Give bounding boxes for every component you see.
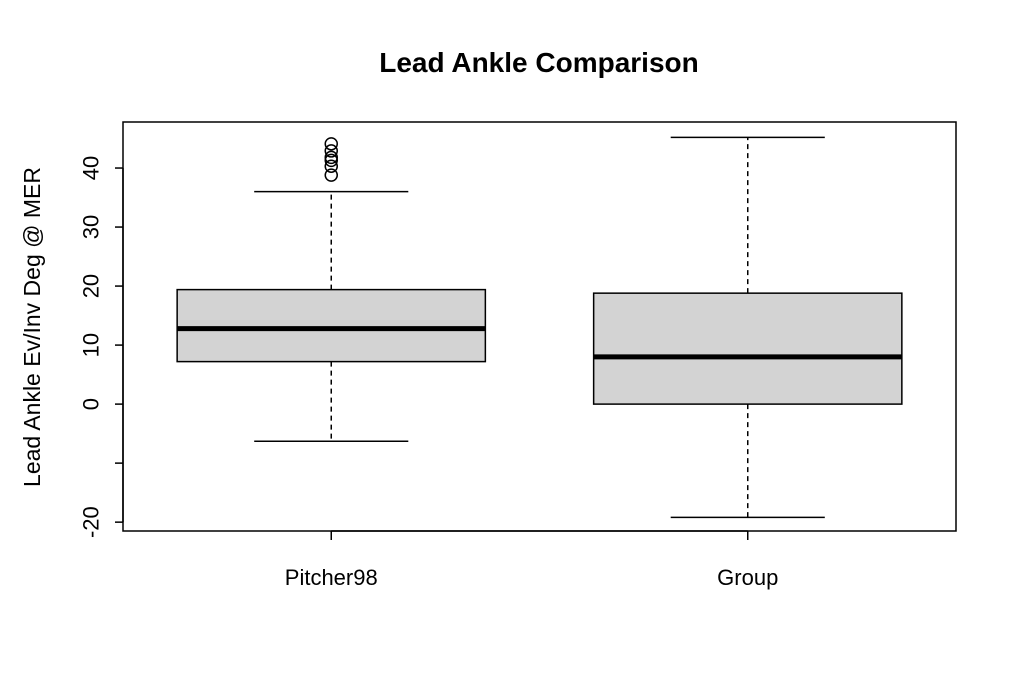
outlier-point [324, 144, 338, 158]
x-tick-label: Group [717, 565, 778, 590]
outlier-point [324, 137, 338, 151]
outlier-point [324, 150, 338, 165]
box-pitcher98 [176, 137, 487, 443]
x-axis: Pitcher98 Group [285, 530, 778, 590]
y-tick-label: 40 [79, 156, 104, 180]
y-tick-label: 0 [79, 398, 104, 410]
outlier-point [324, 159, 338, 174]
y-tick-label: -20 [79, 506, 104, 538]
box-group [592, 136, 903, 519]
iqr-box [176, 288, 487, 363]
y-tick-label: 10 [79, 333, 104, 357]
y-tick-label: 30 [79, 215, 104, 239]
outlier-point [324, 168, 338, 182]
x-tick-label: Pitcher98 [285, 565, 378, 590]
y-axis-label: Lead Ankle Ev/Inv Deg @ MER [19, 167, 45, 487]
y-axis: -20 0 10 20 30 40 [79, 156, 124, 538]
boxes-group [176, 136, 903, 519]
iqr-box [592, 292, 903, 405]
y-tick-label: 20 [79, 274, 104, 298]
chart-title: Lead Ankle Comparison [379, 47, 698, 78]
